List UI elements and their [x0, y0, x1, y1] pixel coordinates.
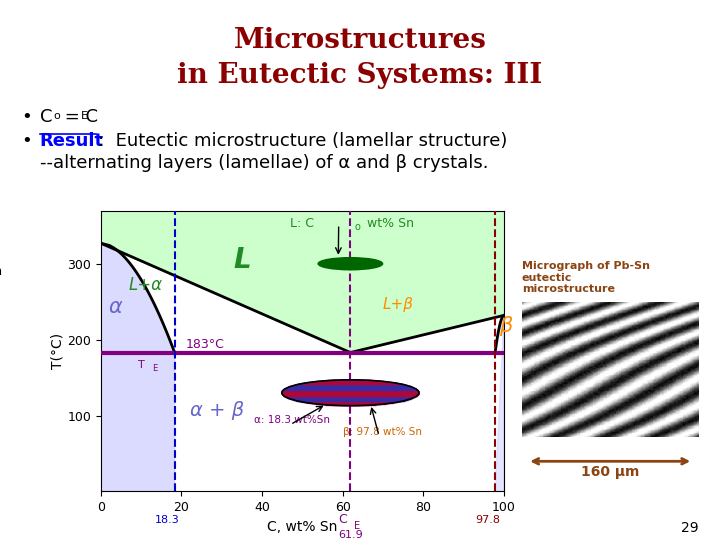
Text: β: 97.8 wt% Sn: β: 97.8 wt% Sn [343, 427, 422, 437]
Polygon shape [101, 243, 174, 491]
Text: L+β: L+β [383, 297, 414, 312]
Text: L: C: L: C [290, 217, 315, 230]
Text: 61.9: 61.9 [338, 530, 363, 540]
Text: L: L [234, 246, 251, 274]
Text: C: C [338, 514, 347, 526]
Text: o: o [355, 222, 361, 232]
Text: •: • [22, 108, 32, 126]
Text: 160 μm: 160 μm [581, 465, 639, 479]
Text: E: E [153, 364, 158, 373]
Text: in Eutectic Systems: III: in Eutectic Systems: III [177, 62, 543, 89]
Text: L+α: L+α [129, 276, 163, 294]
Text: E: E [81, 111, 88, 121]
Text: β: β [499, 316, 513, 336]
Text: wt% Sn: wt% Sn [363, 217, 414, 230]
Text: α: 18.3 wt%Sn: α: 18.3 wt%Sn [254, 415, 330, 425]
Text: T: T [138, 360, 145, 370]
Text: o: o [53, 111, 60, 121]
Text: 18.3: 18.3 [154, 515, 179, 525]
Text: 29: 29 [681, 521, 698, 535]
Y-axis label: T(°C): T(°C) [50, 333, 64, 369]
Polygon shape [101, 211, 504, 353]
Text: C: C [40, 108, 52, 126]
Text: •: • [22, 132, 32, 150]
Text: Micrograph of Pb-Sn
eutectic
microstructure: Micrograph of Pb-Sn eutectic microstruct… [522, 261, 650, 294]
Text: --alternating layers (lamellae) of α and β crystals.: --alternating layers (lamellae) of α and… [40, 154, 488, 172]
Text: :  Eutectic microstructure (lamellar structure): : Eutectic microstructure (lamellar stru… [98, 132, 508, 150]
Text: 183°C: 183°C [186, 338, 225, 351]
Text: α: α [109, 297, 122, 317]
Text: Result: Result [40, 132, 104, 150]
Text: Pb-Sn
system: Pb-Sn system [0, 250, 2, 278]
Text: E: E [354, 521, 361, 531]
Text: α + β: α + β [189, 401, 244, 420]
Text: = C: = C [59, 108, 98, 126]
Text: 97.8: 97.8 [475, 515, 500, 525]
X-axis label: C, wt% Sn: C, wt% Sn [267, 519, 338, 534]
Text: Microstructures: Microstructures [233, 27, 487, 54]
Circle shape [282, 380, 419, 406]
Polygon shape [495, 315, 504, 491]
Circle shape [318, 258, 382, 270]
